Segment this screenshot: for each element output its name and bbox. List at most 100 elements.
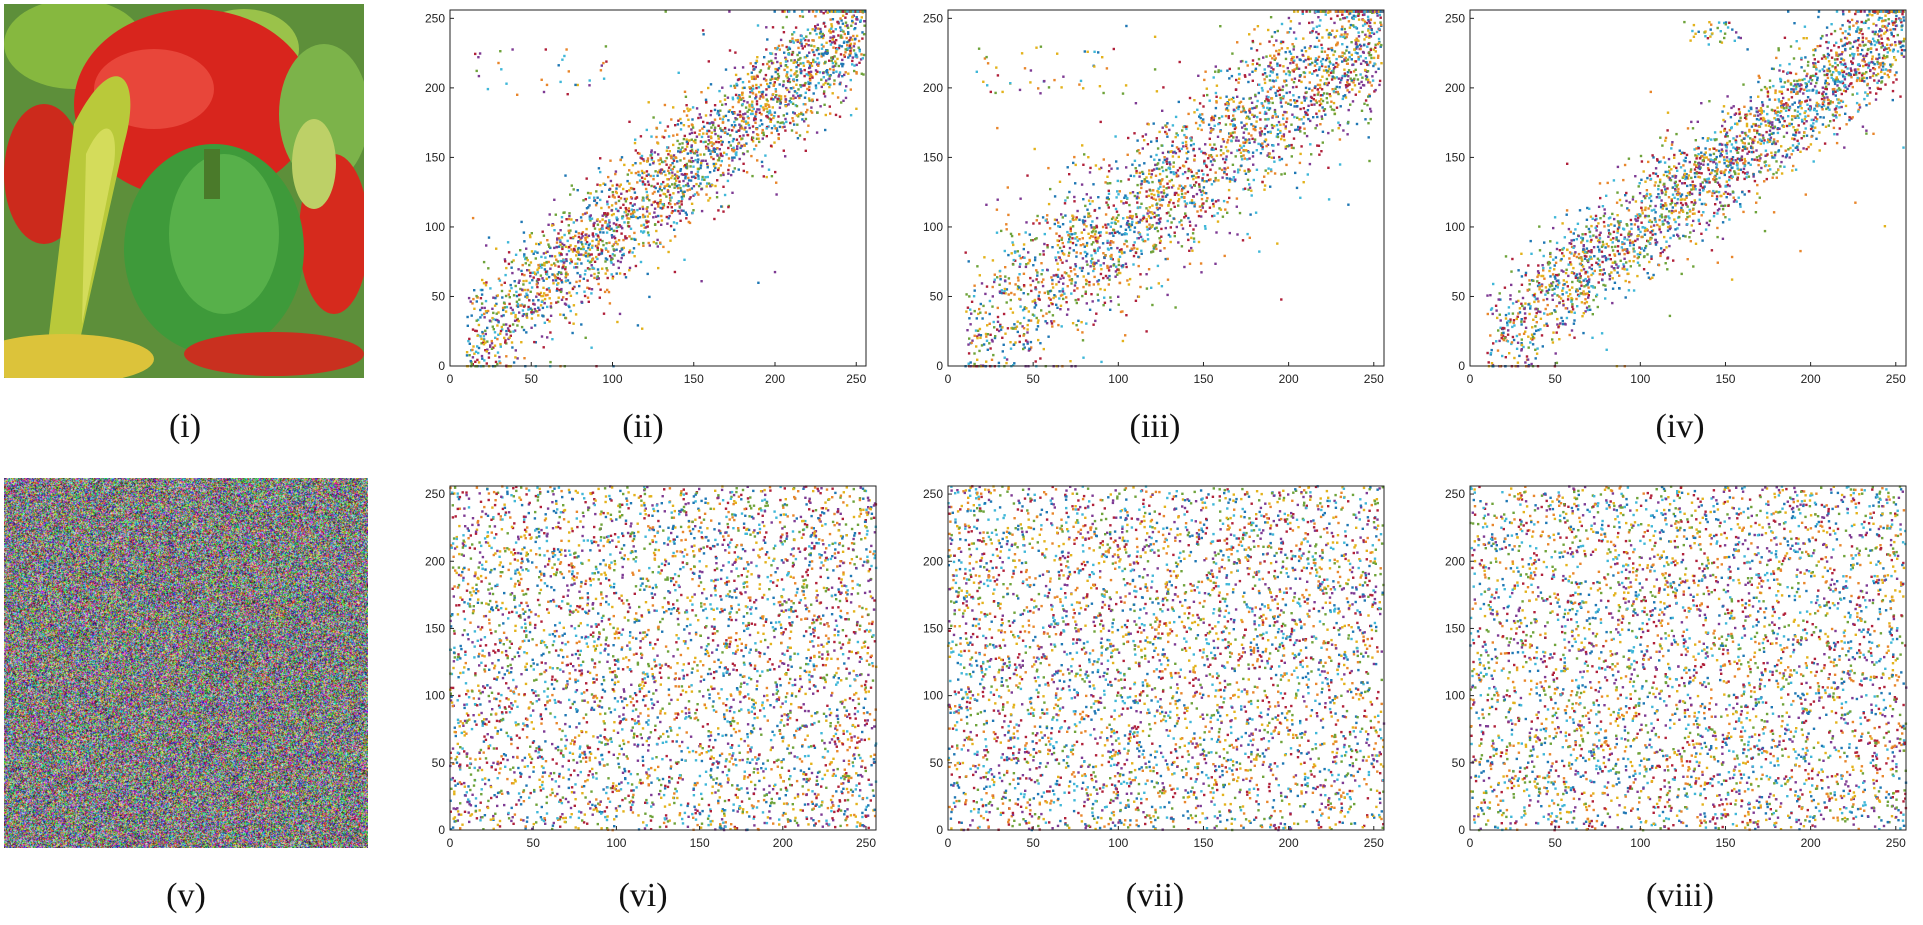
scatter-point <box>1119 310 1123 314</box>
scatter-point <box>1348 55 1351 59</box>
scatter-point <box>1367 29 1370 32</box>
scatter-point <box>602 231 605 234</box>
scatter-point <box>1200 120 1204 123</box>
scatter-point <box>705 100 708 104</box>
scatter-point <box>680 209 683 212</box>
scatter-point <box>736 96 740 100</box>
scatter-point <box>797 94 800 98</box>
scatter-point <box>670 168 673 171</box>
scatter-point <box>728 10 731 13</box>
scatter-point <box>660 207 664 210</box>
scatter-point <box>1201 206 1204 209</box>
scatter-point <box>723 126 727 130</box>
scatter-point <box>758 111 762 114</box>
scatter-point <box>1279 88 1282 92</box>
scatter-point <box>714 162 718 166</box>
scatter-point <box>1300 145 1303 148</box>
scatter-point <box>665 156 668 160</box>
scatter-point <box>766 62 769 66</box>
scatter-point <box>1326 92 1329 95</box>
scatter-point <box>600 249 604 252</box>
scatter-point <box>1009 341 1012 344</box>
scatter-point <box>994 335 997 338</box>
scatter-point <box>986 84 989 87</box>
scatter-point <box>1084 255 1088 258</box>
scatter-point <box>762 96 765 99</box>
scatter-point <box>1278 93 1281 97</box>
scatter-point <box>777 115 780 118</box>
scatter-point <box>667 202 671 205</box>
scatter-point <box>1023 306 1027 309</box>
scatter-point <box>1208 143 1212 146</box>
scatter-point <box>687 118 690 121</box>
scatter-point <box>988 322 991 325</box>
scatter-point <box>1197 240 1201 244</box>
scatter-point <box>1095 224 1098 228</box>
scatter-point <box>633 141 637 145</box>
scatter-point <box>466 315 469 319</box>
scatter-point <box>859 10 862 13</box>
scatter-point <box>1246 158 1249 161</box>
scatter-point <box>1167 186 1170 189</box>
scatter-point <box>1129 191 1132 195</box>
scatter-point <box>1096 237 1099 240</box>
scatter-point <box>1094 251 1097 255</box>
scatter-point <box>738 110 742 113</box>
scatter-point <box>799 71 803 75</box>
scatter-point <box>577 241 580 244</box>
scatter-point <box>1161 126 1164 129</box>
scatter-point <box>792 79 795 83</box>
scatter-point <box>785 74 788 78</box>
scatter-point <box>1211 146 1214 150</box>
scatter-point <box>985 203 988 206</box>
scatter-point <box>475 319 478 322</box>
scatter-point <box>1214 147 1217 151</box>
scatter-point <box>611 184 614 187</box>
scatter-point <box>647 183 650 186</box>
scatter-point <box>684 211 687 214</box>
scatter-point <box>585 250 588 253</box>
scatter-point <box>651 192 655 195</box>
scatter-point <box>1240 164 1243 167</box>
scatter-point <box>643 183 647 186</box>
scatter-point <box>512 311 515 314</box>
scatter-point <box>1155 167 1159 170</box>
scatter-point <box>758 108 761 111</box>
scatter-point <box>618 272 622 275</box>
scatter-point <box>1138 164 1141 167</box>
scatter-point <box>1222 152 1225 155</box>
scatter-point <box>593 260 597 263</box>
scatter-point <box>1071 214 1074 217</box>
scatter-point <box>504 339 507 342</box>
scatter-point <box>837 34 840 37</box>
scatter-point <box>1359 55 1362 58</box>
scatter-point <box>1152 122 1155 125</box>
scatter-point <box>1089 196 1092 199</box>
scatter-point <box>1237 73 1241 76</box>
scatter-point <box>1291 43 1294 46</box>
scatter-point <box>1082 243 1085 246</box>
scatter-point <box>1115 216 1119 219</box>
scatter-point <box>1107 269 1111 272</box>
scatter-point <box>1350 58 1353 61</box>
scatter-point <box>1236 149 1239 152</box>
scatter-point <box>703 153 706 156</box>
scatter-point <box>1070 282 1073 285</box>
scatter-point <box>1098 167 1101 171</box>
scatter-point <box>704 98 708 101</box>
scatter-point <box>816 111 819 114</box>
scatter-point <box>754 93 758 96</box>
scatter-point <box>1313 93 1316 97</box>
scatter-point <box>701 178 704 181</box>
scatter-point <box>544 48 547 51</box>
scatter-point <box>1136 149 1139 153</box>
scatter-point <box>1099 234 1102 237</box>
scatter-point <box>1232 109 1236 113</box>
scatter-point <box>706 166 709 169</box>
scatter-point <box>1129 228 1132 232</box>
scatter-point <box>629 196 633 199</box>
scatter-point <box>588 79 591 82</box>
scatter-point <box>689 151 692 155</box>
scatter-point <box>729 84 733 88</box>
scatter-point <box>1158 220 1162 223</box>
